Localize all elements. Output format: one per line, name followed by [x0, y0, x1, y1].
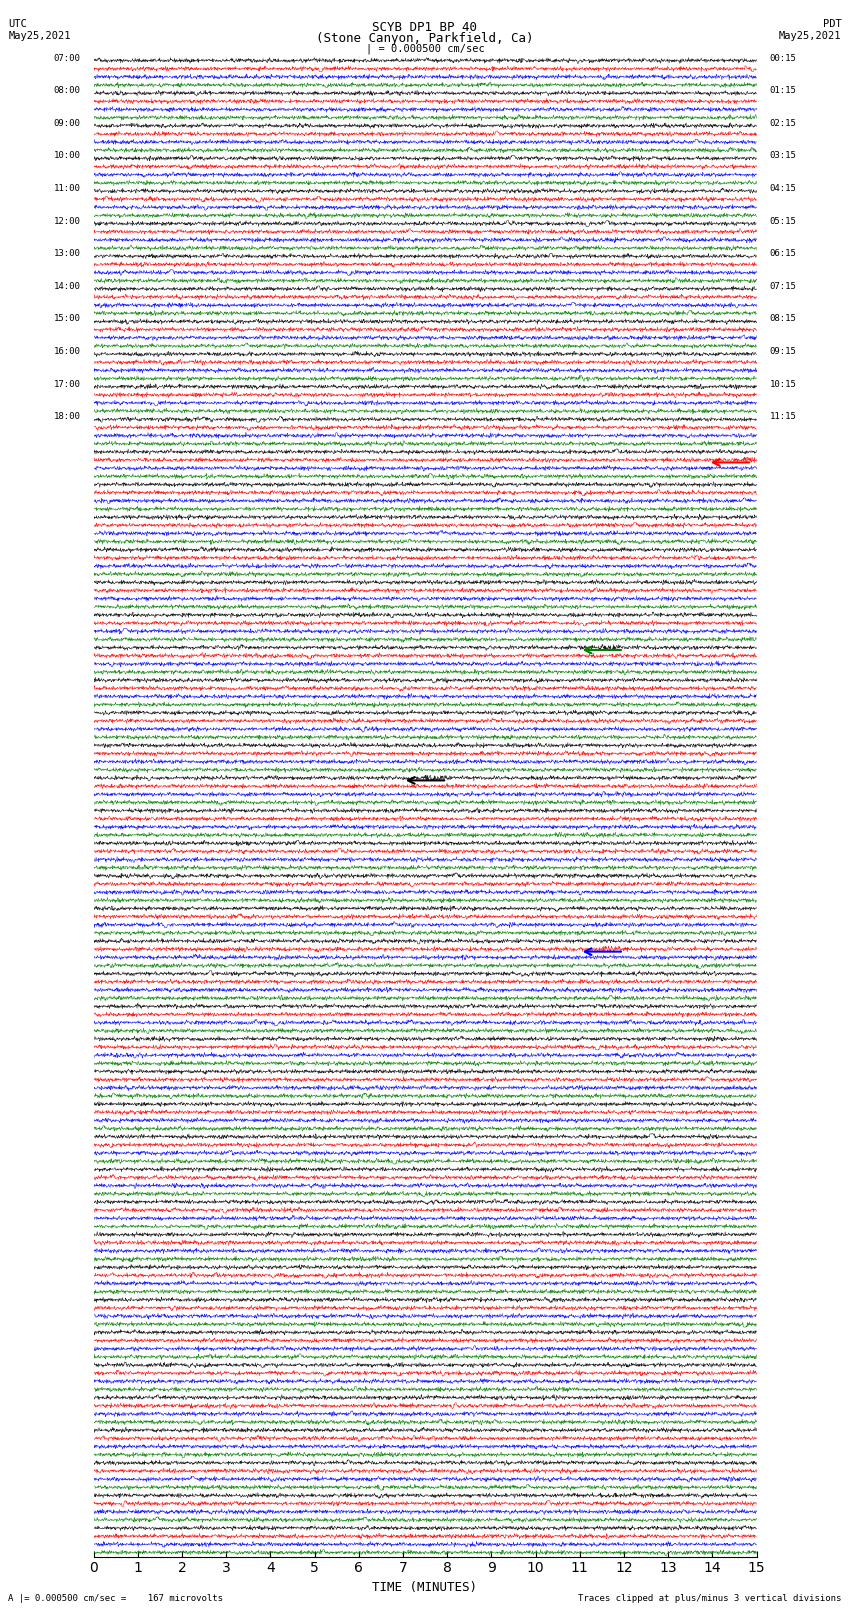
Text: 15:00: 15:00	[54, 315, 80, 324]
Text: 04:15: 04:15	[770, 184, 796, 194]
Text: 11:15: 11:15	[770, 413, 796, 421]
Text: A |= 0.000500 cm/sec =    167 microvolts: A |= 0.000500 cm/sec = 167 microvolts	[8, 1594, 224, 1603]
Text: 03:15: 03:15	[770, 152, 796, 160]
Text: 11:00: 11:00	[54, 184, 80, 194]
Text: 05:15: 05:15	[770, 216, 796, 226]
Text: 18:00: 18:00	[54, 413, 80, 421]
Text: 09:15: 09:15	[770, 347, 796, 356]
Text: 13:00: 13:00	[54, 250, 80, 258]
Text: 09:00: 09:00	[54, 119, 80, 127]
Text: (Stone Canyon, Parkfield, Ca): (Stone Canyon, Parkfield, Ca)	[316, 32, 534, 45]
Text: Traces clipped at plus/minus 3 vertical divisions: Traces clipped at plus/minus 3 vertical …	[578, 1594, 842, 1603]
Text: 06:15: 06:15	[770, 250, 796, 258]
Text: 02:15: 02:15	[770, 119, 796, 127]
Text: | = 0.000500 cm/sec: | = 0.000500 cm/sec	[366, 44, 484, 55]
Text: 10:15: 10:15	[770, 379, 796, 389]
Text: 14:00: 14:00	[54, 282, 80, 290]
Text: PDT
May25,2021: PDT May25,2021	[779, 19, 842, 40]
Text: 12:00: 12:00	[54, 216, 80, 226]
Text: 17:00: 17:00	[54, 379, 80, 389]
X-axis label: TIME (MINUTES): TIME (MINUTES)	[372, 1581, 478, 1594]
Text: 08:00: 08:00	[54, 85, 80, 95]
Text: 01:15: 01:15	[770, 85, 796, 95]
Text: 08:15: 08:15	[770, 315, 796, 324]
Text: 07:15: 07:15	[770, 282, 796, 290]
Text: SCYB DP1 BP 40: SCYB DP1 BP 40	[372, 21, 478, 34]
Text: UTC
May25,2021: UTC May25,2021	[8, 19, 71, 40]
Text: 00:15: 00:15	[770, 53, 796, 63]
Text: 16:00: 16:00	[54, 347, 80, 356]
Text: 10:00: 10:00	[54, 152, 80, 160]
Text: 07:00: 07:00	[54, 53, 80, 63]
